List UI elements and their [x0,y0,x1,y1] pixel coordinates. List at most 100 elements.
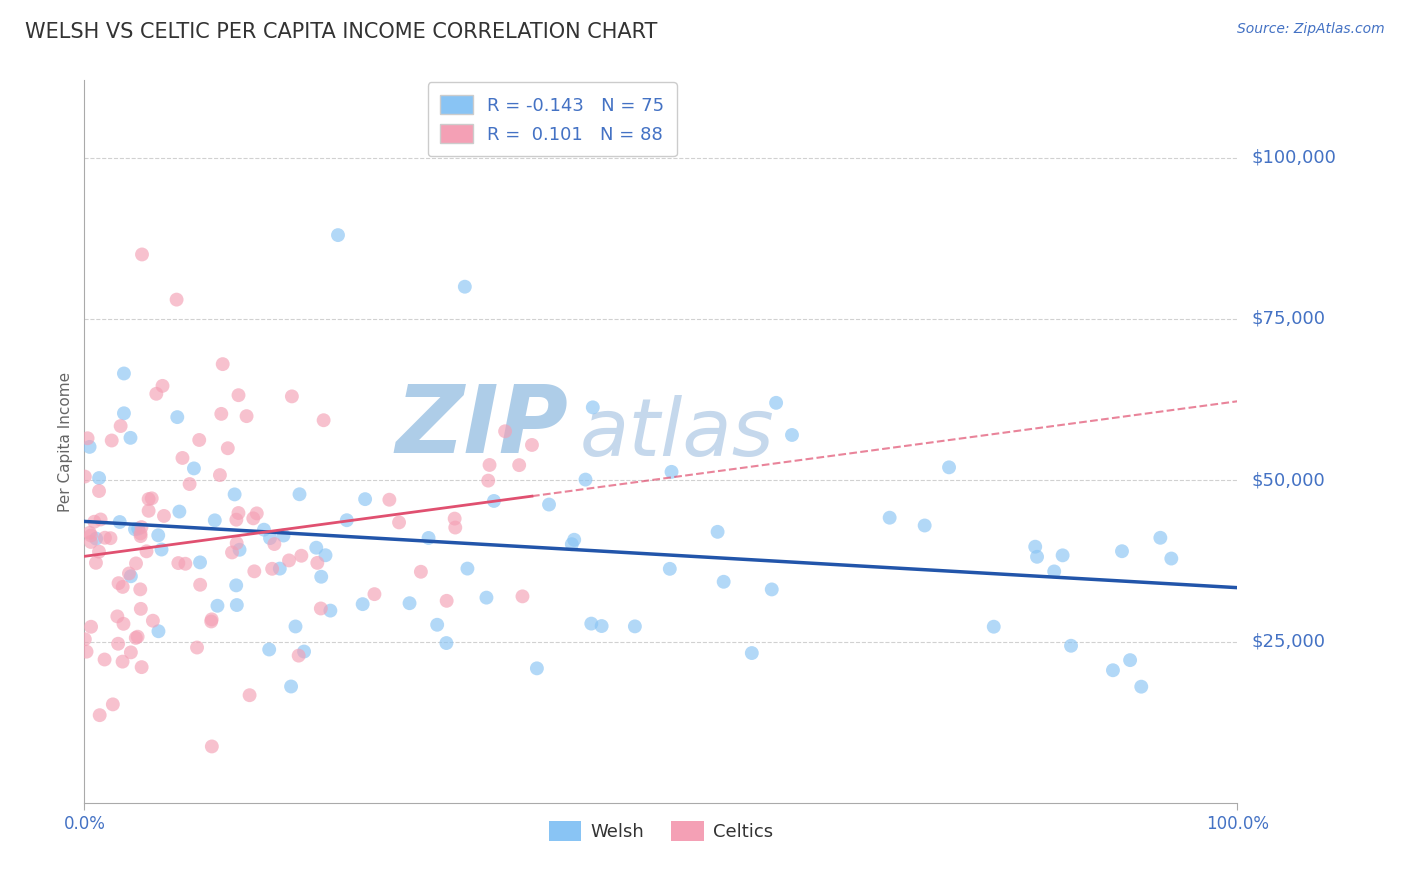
Point [263,537,285,551]
Point [153,508,176,523]
Point [352,597,374,611]
Point [1119,653,1142,667]
Point [188,433,211,447]
Point [706,524,728,539]
Text: $75,000: $75,000 [1251,310,1326,328]
Point [93,652,115,666]
Point [246,507,269,521]
Text: $50,000: $50,000 [1251,471,1324,489]
Point [209,407,232,421]
Point [131,520,153,534]
Point [129,526,152,541]
Point [110,419,132,434]
Point [148,624,170,639]
Point [141,491,163,506]
Point [135,544,157,558]
Point [477,474,499,488]
Point [87,483,110,498]
Point [225,598,247,612]
Point [228,388,250,402]
Point [129,529,152,543]
Point [508,458,530,472]
Point [89,708,111,723]
Point [292,644,315,658]
Point [443,511,465,525]
Point [169,505,191,519]
Point [142,614,165,628]
Point [388,516,411,530]
Point [1052,549,1074,563]
Point [107,576,129,591]
Point [363,587,385,601]
Point [354,492,377,507]
Point [131,247,153,261]
Point [243,565,266,579]
Point [1160,551,1182,566]
Point [80,528,103,542]
Point [129,602,152,616]
Point [84,556,107,570]
Text: ZIP: ZIP [395,381,568,473]
Point [526,661,548,675]
Point [131,660,153,674]
Point [273,528,295,542]
Text: WELSH VS CELTIC PER CAPITA INCOME CORRELATION CHART: WELSH VS CELTIC PER CAPITA INCOME CORREL… [25,22,658,42]
Point [100,434,122,448]
Point [444,520,467,534]
Legend: Welsh, Celtics: Welsh, Celtics [541,814,780,848]
Point [228,542,250,557]
Text: $25,000: $25,000 [1251,632,1326,650]
Point [108,515,131,529]
Point [482,494,505,508]
Point [80,535,103,549]
Point [120,645,142,659]
Point [188,578,211,592]
Point [112,406,135,420]
Text: $100,000: $100,000 [1251,149,1336,167]
Point [127,522,149,536]
Point [309,570,332,584]
Point [90,512,112,526]
Point [105,609,128,624]
Point [107,637,129,651]
Point [290,549,312,563]
Point [1060,639,1083,653]
Point [281,389,304,403]
Point [138,504,160,518]
Point [765,396,787,410]
Point [1026,549,1049,564]
Point [398,596,420,610]
Point [938,460,960,475]
Point [312,413,335,427]
Point [561,537,583,551]
Point [1024,540,1046,554]
Point [174,557,197,571]
Point [574,473,596,487]
Point [562,533,585,547]
Text: atlas: atlas [581,395,775,474]
Point [112,367,135,381]
Point [309,601,332,615]
Point [278,553,301,567]
Point [235,409,257,424]
Point [409,565,432,579]
Point [225,578,247,592]
Point [111,655,134,669]
Point [166,410,188,425]
Point [129,582,152,597]
Point [207,599,229,613]
Point [73,632,96,647]
Point [118,566,141,581]
Point [84,532,107,546]
Point [87,471,110,485]
Point [537,498,560,512]
Point [780,428,803,442]
Point [145,386,167,401]
Point [225,513,247,527]
Point [228,506,250,520]
Point [127,630,149,644]
Point [287,648,309,663]
Point [125,557,148,571]
Point [494,424,516,438]
Point [262,562,284,576]
